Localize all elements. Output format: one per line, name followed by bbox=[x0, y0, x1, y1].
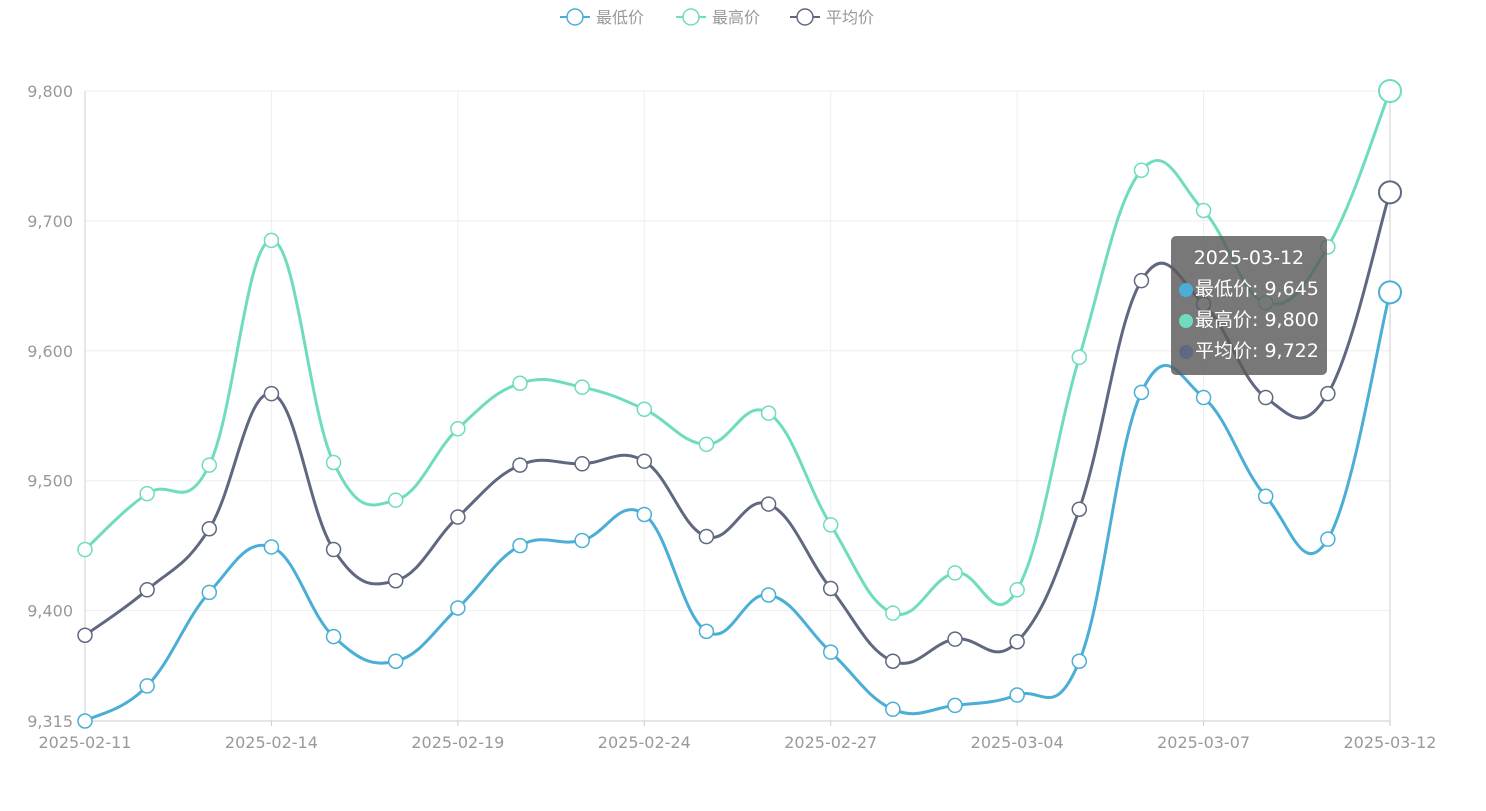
x-tick-label: 2025-02-24 bbox=[598, 733, 691, 752]
y-tick-label: 9,600 bbox=[27, 342, 73, 361]
data-point bbox=[387, 492, 404, 508]
data-point bbox=[760, 405, 777, 421]
data-point bbox=[1378, 79, 1402, 103]
data-point bbox=[139, 485, 155, 502]
data-point bbox=[574, 379, 590, 395]
data-point bbox=[822, 580, 839, 597]
data-point bbox=[636, 401, 653, 417]
data-point bbox=[636, 506, 653, 523]
y-tick-label: 9,700 bbox=[27, 212, 73, 231]
data-point bbox=[636, 453, 653, 469]
tooltip-text-low: 最低价: 9,645 bbox=[1195, 278, 1319, 300]
data-point bbox=[512, 375, 528, 392]
data-point bbox=[201, 521, 218, 537]
x-tick-label: 2025-03-04 bbox=[971, 733, 1064, 752]
data-point bbox=[698, 436, 715, 453]
data-point bbox=[885, 653, 901, 669]
series-layer bbox=[77, 79, 1402, 729]
legend-marker bbox=[566, 8, 584, 26]
data-point bbox=[387, 653, 404, 669]
data-point bbox=[947, 697, 963, 714]
data-point bbox=[1009, 634, 1025, 650]
data-point bbox=[698, 623, 715, 640]
data-point bbox=[450, 509, 466, 525]
data-point bbox=[1009, 582, 1025, 598]
axes: 9,315 9,400 9,500 9,600 9,700 9,800 2025-02-11… bbox=[27, 82, 1436, 752]
data-point bbox=[1195, 389, 1212, 406]
data-point bbox=[1009, 687, 1025, 703]
data-point bbox=[822, 517, 839, 533]
data-point bbox=[325, 541, 342, 558]
legend-label: 平均价 bbox=[826, 8, 874, 27]
tooltip-dot-low bbox=[1179, 282, 1193, 297]
legend-marker bbox=[796, 8, 814, 26]
y-tick-label: 9,800 bbox=[27, 82, 73, 101]
data-point bbox=[387, 572, 404, 589]
data-point bbox=[885, 701, 901, 718]
data-point bbox=[1071, 349, 1088, 366]
data-point bbox=[1378, 280, 1402, 305]
data-point bbox=[450, 600, 466, 616]
data-point bbox=[1071, 501, 1088, 518]
data-point bbox=[1133, 162, 1150, 178]
data-point bbox=[947, 565, 963, 581]
data-point bbox=[77, 627, 93, 644]
data-point bbox=[1133, 272, 1150, 289]
x-tick-label: 2025-02-11 bbox=[39, 733, 132, 752]
data-point bbox=[760, 496, 777, 512]
data-point bbox=[77, 541, 93, 558]
tooltip-row-low: 最低价: 9,645 bbox=[1179, 274, 1319, 305]
tooltip-dot-avg bbox=[1179, 344, 1193, 359]
y-tick-label: 9,400 bbox=[27, 602, 73, 621]
grid bbox=[84, 90, 1391, 722]
x-tick-label: 2025-03-12 bbox=[1344, 733, 1437, 752]
data-point bbox=[201, 584, 218, 601]
data-point bbox=[263, 385, 280, 402]
data-point bbox=[325, 454, 342, 471]
data-point bbox=[201, 457, 218, 473]
data-point bbox=[512, 457, 528, 473]
x-tick-label: 2025-03-07 bbox=[1157, 733, 1250, 752]
data-point bbox=[1320, 531, 1336, 547]
data-point bbox=[263, 232, 280, 249]
data-point bbox=[1320, 385, 1336, 402]
tooltip-text-high: 最高价: 9,800 bbox=[1195, 309, 1319, 331]
data-point bbox=[760, 587, 777, 603]
tooltip-dot-high bbox=[1179, 313, 1193, 328]
data-point bbox=[822, 644, 839, 660]
data-point bbox=[574, 456, 590, 472]
data-point bbox=[1257, 488, 1274, 505]
data-point bbox=[574, 532, 590, 549]
data-point bbox=[139, 582, 155, 598]
data-point bbox=[885, 605, 901, 621]
data-point bbox=[77, 713, 93, 729]
data-point bbox=[139, 678, 155, 694]
data-point bbox=[1071, 653, 1088, 669]
data-point bbox=[512, 537, 528, 554]
x-tick-label: 2025-02-14 bbox=[225, 733, 318, 752]
y-tick-label: 9,500 bbox=[27, 472, 73, 491]
data-point bbox=[1195, 202, 1212, 219]
tooltip-row-avg: 平均价: 9,722 bbox=[1179, 336, 1319, 367]
legend-marker bbox=[682, 8, 700, 26]
data-point bbox=[325, 628, 342, 645]
data-point bbox=[263, 539, 280, 555]
x-tick-label: 2025-02-19 bbox=[411, 733, 504, 752]
tooltip-row-high: 最高价: 9,800 bbox=[1179, 305, 1319, 336]
legend-label: 最高价 bbox=[712, 8, 760, 27]
legend-label: 最低价 bbox=[596, 8, 644, 27]
y-tick-label: 9,315 bbox=[27, 712, 73, 731]
legend: 最低价 最高价 平均价 bbox=[560, 8, 874, 27]
data-point bbox=[1378, 180, 1402, 205]
data-point bbox=[1133, 384, 1150, 401]
tooltip-title: 2025-03-12 bbox=[1193, 247, 1305, 269]
x-tick-label: 2025-02-27 bbox=[784, 733, 877, 752]
tooltip-text-avg: 平均价: 9,722 bbox=[1195, 340, 1319, 362]
data-point bbox=[1257, 389, 1274, 406]
data-point bbox=[698, 528, 715, 545]
tooltip: 2025-03-12 最低价: 9,645 最高价: 9,800 平均价: 9,… bbox=[1171, 236, 1327, 375]
data-point bbox=[450, 420, 466, 437]
data-point bbox=[947, 631, 963, 647]
